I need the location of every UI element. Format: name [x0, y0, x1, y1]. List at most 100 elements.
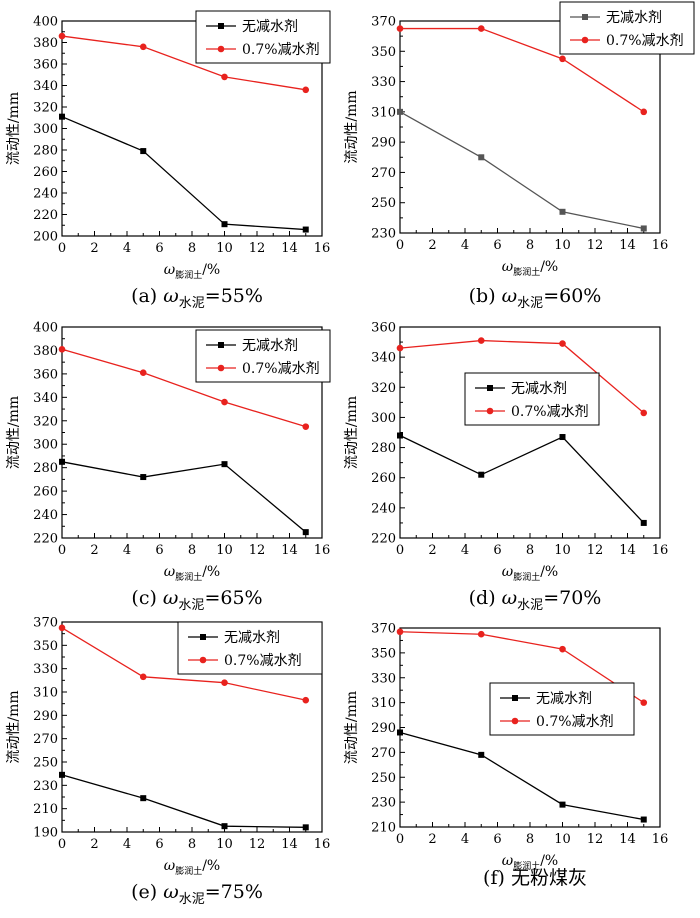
legend-marker — [218, 342, 224, 348]
series-line — [399, 434, 645, 524]
caption-value: =55% — [205, 285, 263, 307]
caption-value: =70% — [543, 587, 601, 609]
x-axis-title: ω膨润土/% — [502, 853, 558, 872]
y-axis: 190 210 230 250 270 290 310 330 350 370 — [33, 616, 67, 841]
legend-box — [177, 621, 323, 675]
y-axis: 220 240 260 280 300 320 340 360 — [371, 321, 405, 547]
caption-label: (f) — [483, 867, 511, 889]
data-point — [640, 816, 647, 823]
legend-box — [195, 10, 331, 64]
x-axis: 0 2 4 6 8 10 12 14 16 — [396, 228, 668, 253]
data-point — [302, 423, 310, 430]
data-point — [58, 624, 66, 632]
x-axis: 0 2 4 6 8 10 12 14 16 — [58, 231, 330, 256]
y-tick-label: 250 — [371, 196, 396, 211]
caption-value: =65% — [204, 587, 262, 609]
legend: 无减水剂 0.7%减水剂 — [559, 1, 695, 55]
x-axis-title-unit: /% — [540, 259, 558, 275]
x-axis-title: ω膨润土/% — [164, 858, 220, 877]
y-tick-label: 270 — [33, 732, 58, 747]
data-point — [396, 25, 404, 32]
x-axis-title-subscript: 膨润土 — [513, 266, 540, 278]
x-tick-label: 8 — [188, 837, 196, 852]
data-point — [302, 529, 309, 536]
x-tick-label: 16 — [314, 837, 331, 852]
x-axis-title-symbol: ω — [502, 564, 514, 580]
data-point — [139, 43, 147, 51]
caption-symbol: ω — [163, 881, 179, 903]
y-axis-title: 流动性/mm — [344, 396, 360, 469]
y-tick-label: 240 — [33, 187, 58, 202]
data-point — [140, 148, 147, 155]
y-tick-label: 400 — [33, 15, 58, 30]
series-line — [399, 731, 644, 821]
y-axis: 210 230 250 270 290 310 330 350 370 — [371, 622, 405, 836]
x-tick-label: 12 — [587, 832, 604, 847]
x-tick-label: 6 — [155, 543, 163, 558]
x-tick-label: 4 — [123, 837, 131, 852]
series-reducer-0-7 — [58, 624, 310, 704]
legend-box — [464, 372, 600, 426]
y-tick-label: 330 — [371, 671, 396, 686]
x-tick-label: 2 — [90, 543, 98, 558]
data-point — [59, 113, 65, 120]
y-tick-label: 240 — [33, 508, 58, 523]
x-axis-title-unit: /% — [202, 564, 220, 580]
caption-label: (a) — [131, 285, 163, 307]
legend-label: 0.7%减水剂 — [242, 361, 320, 377]
data-point — [559, 434, 566, 441]
data-point — [559, 208, 566, 215]
x-tick-label: 16 — [652, 543, 669, 558]
series-no-reducer — [397, 729, 647, 823]
data-point — [559, 340, 566, 347]
chart-caption: (a) ω水泥=55% — [131, 285, 263, 311]
legend: 无减水剂 0.7%减水剂 — [195, 329, 331, 383]
x-tick-label: 16 — [314, 241, 331, 256]
x-axis: 0 2 4 6 8 10 12 14 16 — [58, 827, 330, 852]
x-axis: 0 2 4 6 8 10 12 14 16 — [58, 533, 330, 558]
caption-symbol: ω — [163, 587, 179, 609]
x-tick-label: 6 — [155, 837, 163, 852]
chart-caption: (b) ω水泥=60% — [469, 285, 602, 311]
x-tick-label: 2 — [428, 238, 436, 253]
x-tick-label: 16 — [652, 238, 669, 253]
y-tick-label: 370 — [371, 15, 396, 30]
legend-marker — [581, 36, 589, 44]
x-tick-label: 14 — [281, 241, 298, 256]
data-point — [396, 628, 404, 636]
y-tick-label: 250 — [371, 771, 396, 786]
y-tick-label: 230 — [33, 779, 58, 794]
series-reducer-0-7 — [396, 337, 648, 417]
x-tick-label: 8 — [526, 543, 534, 558]
y-tick-label: 200 — [33, 230, 58, 245]
y-tick-label: 230 — [371, 227, 396, 242]
chart-c: 0 2 4 6 8 10 12 14 16 220 240 260 280 300 320 340 360 380… — [6, 321, 331, 613]
data-point — [640, 409, 648, 417]
caption-label: (c) — [131, 587, 163, 609]
legend: 无减水剂 0.7%减水剂 — [464, 372, 600, 426]
chart-caption: (d) ω水泥=70% — [469, 587, 602, 613]
legend-marker — [218, 23, 224, 29]
series-line — [61, 116, 306, 231]
y-tick-label: 240 — [371, 501, 396, 516]
y-tick-label: 320 — [371, 381, 396, 396]
series-reducer-0-7 — [58, 345, 310, 430]
data-point — [302, 824, 309, 831]
x-axis-title: ω膨润土/% — [502, 564, 558, 583]
legend-label: 无减水剂 — [224, 630, 280, 646]
y-tick-label: 210 — [33, 802, 58, 817]
legend-marker — [486, 407, 494, 415]
legend-label: 无减水剂 — [242, 338, 298, 354]
x-tick-label: 0 — [396, 543, 404, 558]
legend-label: 无减水剂 — [242, 19, 298, 35]
y-axis-title: 流动性/mm — [6, 690, 22, 763]
caption-symbol: ω — [502, 587, 518, 609]
x-axis-title: ω膨润土/% — [164, 262, 220, 281]
data-point — [302, 86, 310, 94]
y-tick-label: 290 — [33, 709, 58, 724]
data-point — [221, 823, 228, 830]
y-axis-title: 流动性/mm — [344, 691, 360, 764]
y-tick-label: 220 — [33, 532, 58, 547]
data-point — [302, 696, 310, 704]
